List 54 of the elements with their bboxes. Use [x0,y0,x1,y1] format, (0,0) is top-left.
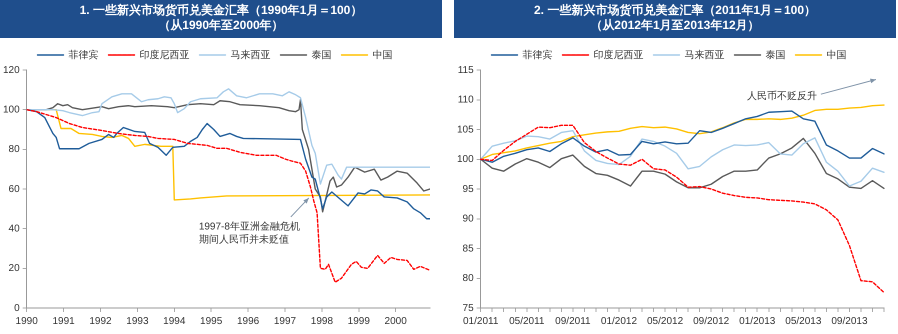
x-tick-label: 09/2012 [693,316,730,327]
chart-title: 1. 一些新兴市场货币兑美金汇率（1990年1月＝100） [78,3,364,18]
legend-label: 中国 [372,48,392,61]
y-tick-label: 20 [8,263,20,274]
legend-label: 泰国 [766,50,786,61]
line-series [480,124,885,294]
y-tick-label: 110 [458,94,474,106]
x-tick-label: 05/2011 [509,316,545,327]
y-tick-label: 120 [2,64,20,76]
legend-label: 马来西亚 [230,48,270,61]
y-tick-label: 80 [462,273,474,284]
x-tick-label: 1994 [163,316,186,327]
x-tick-label: 1998 [310,316,334,327]
y-tick-label: 90 [462,214,474,224]
x-tick-label: 1999 [348,316,370,327]
legend-label: 中国 [826,48,846,61]
y-tick-label: 100 [456,154,474,165]
x-tick-label: 1995 [200,316,223,327]
x-tick-label: 09/2011 [555,316,592,327]
chart-subtitle: （从1990年至2000年） [157,18,285,33]
y-tick-label: 100 [2,104,20,116]
x-tick-label: 01/2012 [600,316,638,327]
y-tick-label: 105 [456,124,474,136]
x-tick-label: 1990 [16,316,38,327]
legend-label: 泰国 [312,50,332,61]
x-tick-label: 05/2012 [646,316,684,327]
x-tick-label: 1991 [52,316,76,327]
y-tick-label: 40 [8,223,20,234]
x-tick-label: 1997 [274,316,297,327]
legend-label: 印度尼西亚 [140,48,190,61]
legend-label: 菲律宾 [522,48,552,61]
y-tick-label: 95 [462,184,474,195]
x-tick-label: 05/2013 [785,316,822,327]
x-tick-label: 09/2013 [831,316,868,327]
line-series [26,108,430,283]
legend-label: 菲律宾 [68,48,98,61]
chart-title: 2. 一些新兴市场货币兑美金汇率（2011年1月＝100） [532,3,818,18]
y-tick-label: 85 [462,243,474,254]
x-tick-label: 1996 [236,316,260,327]
y-tick-label: 60 [8,184,20,195]
chart-subtitle: （从2012年1月至2013年12月） [589,18,761,33]
legend-label: 马来西亚 [684,48,724,61]
annotation: 人民币不贬反升 [746,90,817,102]
x-tick-label: 01/2011 [462,316,499,327]
legend-label: 印度尼西亚 [594,48,644,61]
y-tick-label: 0 [14,302,20,314]
x-tick-label: 2000 [384,316,408,327]
y-tick-label: 80 [8,144,20,156]
x-tick-label: 1992 [89,316,112,327]
annotation: 1997-8年亚洲金融危机期间人民币并未贬值 [198,220,300,246]
x-tick-label: 01/2013 [739,316,776,327]
x-tick-label: 1993 [126,316,149,327]
y-tick-label: 115 [458,64,474,76]
y-tick-label: 75 [462,302,474,314]
